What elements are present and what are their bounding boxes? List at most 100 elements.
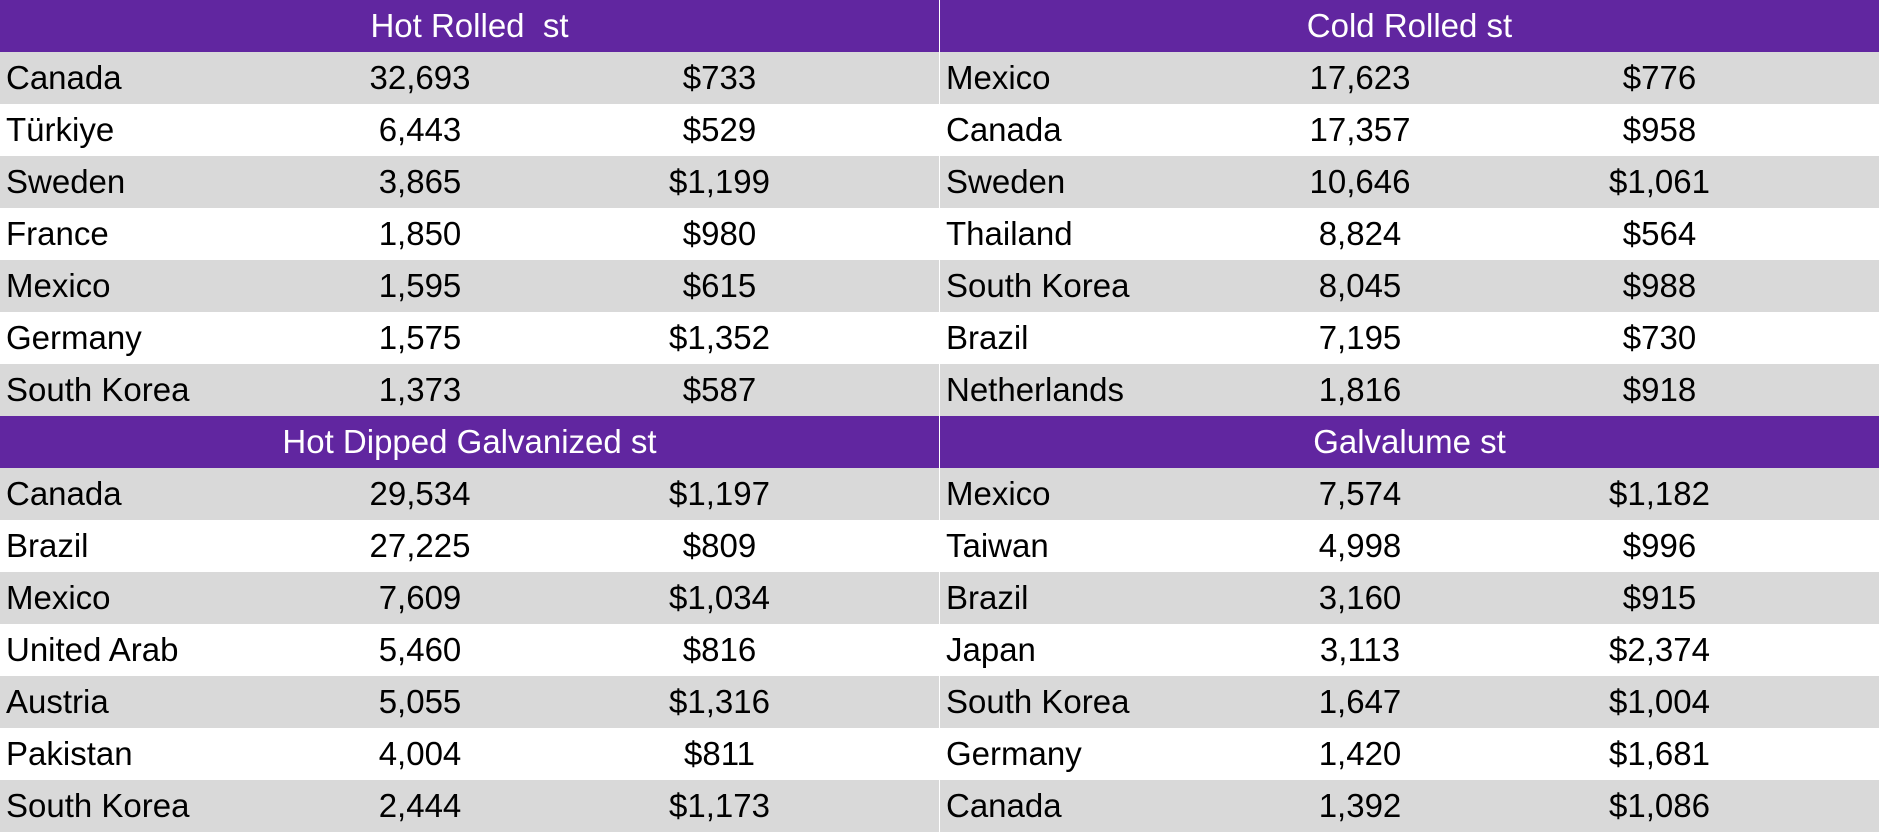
table-row: Brazil 7,195 $730 bbox=[940, 312, 1879, 364]
price-cell: $1,352 bbox=[669, 319, 770, 356]
quantity-cell: 27,225 bbox=[369, 527, 471, 564]
table-row: South Korea 1,647 $1,004 bbox=[940, 676, 1879, 728]
table-row: Netherlands 1,816 $918 bbox=[940, 364, 1879, 416]
country-cell: Sweden bbox=[6, 163, 126, 200]
country-cell: France bbox=[6, 215, 109, 252]
country-cell: South Korea bbox=[946, 683, 1130, 720]
country-cell: Taiwan bbox=[946, 527, 1049, 564]
table-row: Mexico 17,623 $776 bbox=[940, 52, 1879, 104]
quantity-cell: 1,373 bbox=[378, 371, 462, 408]
country-cell: United Arab bbox=[6, 631, 179, 668]
quantity-cell: 6,443 bbox=[378, 111, 462, 148]
table-row: Sweden 10,646 $1,061 bbox=[940, 156, 1879, 208]
country-cell: Austria bbox=[6, 683, 109, 720]
country-cell: Germany bbox=[946, 735, 1082, 772]
country-cell: Canada bbox=[6, 59, 122, 96]
table-row: France 1,850 $980 bbox=[0, 208, 939, 260]
table-row: Taiwan 4,998 $996 bbox=[940, 520, 1879, 572]
table-row: Canada 29,534 $1,197 bbox=[0, 468, 939, 520]
country-cell: Canada bbox=[946, 787, 1062, 824]
price-cell: $1,004 bbox=[1609, 683, 1710, 720]
price-cell: $1,034 bbox=[669, 579, 770, 616]
price-cell: $996 bbox=[1622, 527, 1697, 564]
country-cell: South Korea bbox=[6, 787, 190, 824]
quantity-cell: 8,824 bbox=[1318, 215, 1402, 252]
table-row: Türkiye 6,443 $529 bbox=[0, 104, 939, 156]
table-row: Germany 1,420 $1,681 bbox=[940, 728, 1879, 780]
price-cell: $915 bbox=[1622, 579, 1697, 616]
cold-rolled-table: Cold Rolled st Mexico 17,623 $776 Canada 17,3… bbox=[940, 0, 1879, 416]
quantity-cell: 2,444 bbox=[378, 787, 462, 824]
quantity-cell: 1,816 bbox=[1318, 371, 1402, 408]
table-row: Canada 17,357 $958 bbox=[940, 104, 1879, 156]
table-title: Galvalume st bbox=[940, 416, 1879, 468]
quantity-cell: 7,195 bbox=[1318, 319, 1402, 356]
price-cell: $980 bbox=[682, 215, 757, 252]
quantity-cell: 4,004 bbox=[378, 735, 462, 772]
price-cell: $988 bbox=[1622, 267, 1697, 304]
country-cell: Canada bbox=[6, 475, 122, 512]
price-cell: $2,374 bbox=[1609, 631, 1710, 668]
price-cell: $1,681 bbox=[1609, 735, 1710, 772]
quantity-cell: 5,055 bbox=[378, 683, 462, 720]
country-cell: Germany bbox=[6, 319, 142, 356]
table-row: Brazil 3,160 $915 bbox=[940, 572, 1879, 624]
quantity-cell: 1,850 bbox=[378, 215, 462, 252]
quantity-cell: 10,646 bbox=[1309, 163, 1411, 200]
price-cell: $811 bbox=[684, 735, 755, 772]
quantity-cell: 29,534 bbox=[369, 475, 471, 512]
table-title: Hot Rolled st bbox=[0, 0, 939, 52]
quantity-cell: 1,575 bbox=[378, 319, 462, 356]
price-cell: $1,197 bbox=[669, 475, 770, 512]
price-cell: $816 bbox=[682, 631, 757, 668]
table-row: Mexico 1,595 $615 bbox=[0, 260, 939, 312]
quantity-cell: 5,460 bbox=[378, 631, 462, 668]
quantity-cell: 17,357 bbox=[1309, 111, 1411, 148]
quantity-cell: 1,647 bbox=[1318, 683, 1402, 720]
country-cell: Netherlands bbox=[946, 371, 1124, 408]
table-row: Mexico 7,574 $1,182 bbox=[940, 468, 1879, 520]
price-cell: $1,061 bbox=[1609, 163, 1710, 200]
country-cell: Thailand bbox=[946, 215, 1073, 252]
country-cell: South Korea bbox=[946, 267, 1130, 304]
price-cell: $1,316 bbox=[669, 683, 770, 720]
country-cell: Pakistan bbox=[6, 735, 133, 772]
country-cell: Türkiye bbox=[6, 111, 115, 148]
table-row: South Korea 2,444 $1,173 bbox=[0, 780, 939, 832]
country-cell: Brazil bbox=[6, 527, 89, 564]
quantity-cell: 8,045 bbox=[1318, 267, 1402, 304]
price-cell: $587 bbox=[682, 371, 757, 408]
table-row: Canada 1,392 $1,086 bbox=[940, 780, 1879, 832]
quantity-cell: 17,623 bbox=[1309, 59, 1411, 96]
table-row: South Korea 1,373 $587 bbox=[0, 364, 939, 416]
galvalume-table: Galvalume st Mexico 7,574 $1,182 Taiwan 4,998… bbox=[940, 416, 1879, 832]
country-cell: Brazil bbox=[946, 319, 1029, 356]
table-row: Thailand 8,824 $564 bbox=[940, 208, 1879, 260]
country-cell: Canada bbox=[946, 111, 1062, 148]
table-row: Brazil 27,225 $809 bbox=[0, 520, 939, 572]
country-cell: Mexico bbox=[946, 475, 1051, 512]
price-cell: $1,086 bbox=[1609, 787, 1710, 824]
hot-rolled-table: Hot Rolled st Canada 32,693 $733 Türkiye 6,44… bbox=[0, 0, 939, 416]
price-cell: $1,199 bbox=[669, 163, 770, 200]
country-cell: Sweden bbox=[946, 163, 1066, 200]
quantity-cell: 1,595 bbox=[378, 267, 462, 304]
table-row: Mexico 7,609 $1,034 bbox=[0, 572, 939, 624]
price-cell: $615 bbox=[682, 267, 757, 304]
price-cell: $776 bbox=[1622, 59, 1697, 96]
quantity-cell: 7,609 bbox=[378, 579, 462, 616]
price-cell: $529 bbox=[682, 111, 757, 148]
quantity-cell: 7,574 bbox=[1318, 475, 1402, 512]
quantity-cell: 4,998 bbox=[1318, 527, 1402, 564]
quantity-cell: 1,392 bbox=[1318, 787, 1402, 824]
hot-dipped-galvanized-table: Hot Dipped Galvanized st Canada 29,534 $1,1… bbox=[0, 416, 939, 832]
table-title: Hot Dipped Galvanized st bbox=[0, 416, 939, 468]
table-row: Pakistan 4,004 $811 bbox=[0, 728, 939, 780]
country-cell: Mexico bbox=[946, 59, 1051, 96]
country-cell: Brazil bbox=[946, 579, 1029, 616]
price-cell: $958 bbox=[1622, 111, 1697, 148]
price-cell: $809 bbox=[682, 527, 757, 564]
table-row: Sweden 3,865 $1,199 bbox=[0, 156, 939, 208]
table-title: Cold Rolled st bbox=[940, 0, 1879, 52]
table-row: Japan 3,113 $2,374 bbox=[940, 624, 1879, 676]
